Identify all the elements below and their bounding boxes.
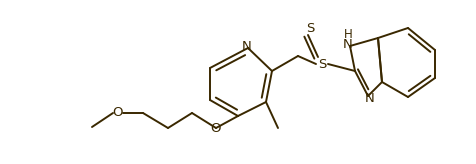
Text: S: S [317,58,326,71]
Text: N: N [342,39,352,51]
Text: H: H [343,28,352,41]
Text: O: O [112,106,123,120]
Text: N: N [242,40,251,52]
Text: O: O [210,122,221,134]
Text: N: N [364,92,374,104]
Text: S: S [305,21,314,34]
